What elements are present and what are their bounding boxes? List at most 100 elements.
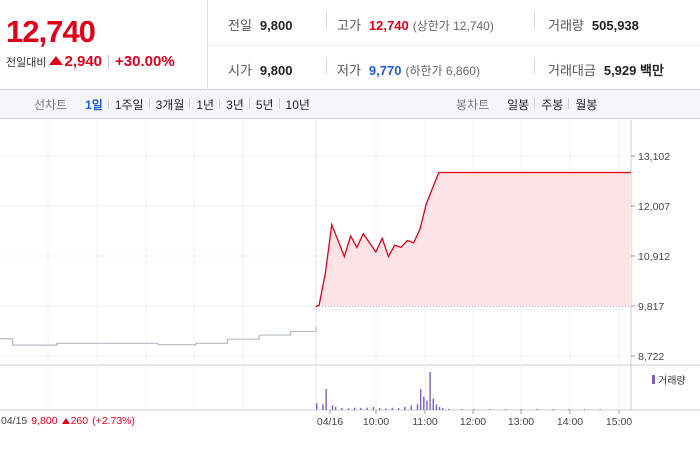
volume-swatch [652,375,655,384]
volume-bar [429,372,431,410]
volume-bar [426,400,428,410]
x-tick-label: 12:00 [460,416,486,428]
volume-bar [404,406,406,410]
y-tick-label: 9,817 [638,301,664,313]
prev-close-label: 전일 [228,18,252,33]
prev-day-line [0,326,317,346]
quote-panel: 12,740 전일대비 2,940 +30.00% 전일 9,800 고가 12,7… [0,0,700,90]
prev-rate: (+2.73%) [92,415,135,427]
divider [108,54,110,69]
trade-value-label: 거래대금 [548,63,596,78]
change-rate: +30.00% [115,53,175,70]
line-chart-label: 선차트 [34,98,68,112]
high-value: 12,740 [368,18,409,33]
prev-date: 04/15 [1,415,28,427]
prev-change: 260 [70,415,89,427]
tab-1y[interactable]: 1년 [189,96,220,113]
stat-prev-close: 전일 9,800 [228,15,292,34]
x-tick-label: 13:00 [508,416,534,428]
volume-bar [397,408,400,410]
today-line [315,171,631,308]
tab-3m[interactable]: 3개월 [148,96,191,113]
tab-1w[interactable]: 1주일 [107,96,150,113]
change-row: 전일대비 2,940 +30.00% [6,53,175,70]
volume-bar [353,407,356,410]
stat-trade-value: 거래대금 5,929 백만 [548,60,664,79]
volume-bar [372,406,375,410]
stat-high: 고가 12,740 (상한가 12,740) [337,15,494,34]
tab-monthly[interactable]: 월봉 [568,96,603,113]
lower-limit: (하한가 6,860) [405,64,480,78]
price-chart-svg: 13,102 12,007 10,912 9,817 8,722 04/16 10:00 11… [0,120,700,428]
volume-bar [552,409,554,410]
low-value: 9,770 [368,63,402,78]
current-price: 12,740 [6,14,96,49]
volume-bar [423,396,425,410]
y-tick-label: 10,912 [638,251,670,263]
prev-close-value: 9,800 [259,18,293,33]
volume-bar [347,408,349,410]
up-arrow-icon [61,418,70,424]
volume-bar [331,405,334,410]
tab-3y[interactable]: 3년 [219,96,250,113]
up-arrow-icon [49,56,64,65]
volume-bar [410,405,412,410]
x-tick-label: 10:00 [363,416,389,428]
volume-bar [391,407,393,410]
y-tick-label: 8,722 [638,351,664,363]
line-chart-tabs: 선차트 1일 1주일 3개월 1년 3년 5년 10년 [34,90,316,119]
volume-bar [366,407,368,410]
volume-bar [435,404,438,410]
low-label: 저가 [337,63,361,78]
volume-bar [489,409,491,410]
change-label: 전일대비 [6,56,47,69]
tab-10y[interactable]: 10년 [278,96,316,113]
change-amount: 2,940 [64,53,103,70]
volume-bar [360,408,362,410]
today-area [316,172,631,307]
volume-bar [438,406,441,410]
price-box: 12,740 전일대비 2,940 +30.00% [0,0,208,90]
volume-legend: 거래량 [652,372,686,387]
volume-bar [322,404,324,410]
volume-bar [599,409,601,410]
volume-bar [473,409,475,410]
x-tick-label: 11:00 [412,416,438,428]
volume-legend-label: 거래량 [658,376,686,387]
price-chart[interactable]: 13,102 12,007 10,912 9,817 8,722 04/16 10:00 11… [0,120,700,450]
volume-bar [460,409,463,410]
volume-bar [432,398,434,410]
prev-day-info: 04/15 9,800 260 (+2.73%) [1,415,135,427]
volume-bar [419,389,422,410]
stat-low: 저가 9,770 (하한가 6,860) [337,60,480,79]
divider [326,58,327,74]
volume-bar [416,404,419,410]
volume-bar [505,409,507,410]
volume-bar [316,403,318,410]
x-tick-label: 15:00 [606,416,632,428]
candle-chart-label: 봉차트 [456,98,490,112]
volume-bar [442,408,444,410]
volume-bar [568,409,570,410]
volume-bar [325,389,327,410]
volume-bar [448,408,450,410]
volume-bar [583,409,586,410]
x-tick-label: 04/16 [317,416,343,428]
tab-daily[interactable]: 일봉 [507,98,530,112]
tab-1d[interactable]: 1일 [85,98,103,112]
volume-bar [536,409,538,410]
volume-bar [520,409,523,410]
tab-5y[interactable]: 5년 [248,96,280,113]
x-tick-label: 14:00 [557,416,583,428]
open-value: 9,800 [259,63,293,78]
high-label: 고가 [337,18,361,33]
divider [534,58,535,74]
volume-label: 거래량 [548,18,584,33]
volume-bar [385,408,387,410]
trade-value: 5,929 백만 [603,63,664,78]
tab-weekly[interactable]: 주봉 [534,96,569,113]
chart-period-tabbar: 선차트 1일 1주일 3개월 1년 3년 5년 10년 봉차트 일봉 주봉 월봉 [0,90,700,119]
volume-bar [379,408,381,410]
prev-price: 9,800 [31,415,58,427]
y-tick-label: 13,102 [638,151,670,163]
